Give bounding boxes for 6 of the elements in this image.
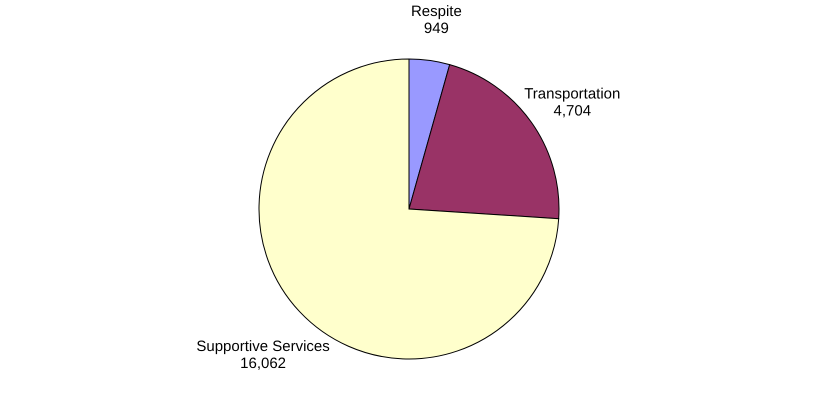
slice-label: Transportation <box>524 86 620 102</box>
data-label: 16,062 <box>240 354 286 372</box>
data-label: 4,704 <box>554 102 592 120</box>
slice-label: Supportive Services <box>196 338 330 355</box>
slice-label: Respite <box>410 2 462 20</box>
data-label: 949 <box>424 20 449 37</box>
